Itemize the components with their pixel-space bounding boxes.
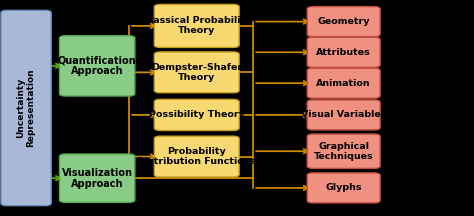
FancyBboxPatch shape — [154, 99, 239, 130]
Text: Animation: Animation — [316, 79, 371, 88]
Text: Glyphs: Glyphs — [325, 183, 362, 192]
Text: Geometry: Geometry — [318, 17, 370, 26]
FancyBboxPatch shape — [307, 134, 380, 168]
Text: Quantification
Approach: Quantification Approach — [58, 55, 137, 76]
FancyBboxPatch shape — [59, 154, 135, 202]
FancyBboxPatch shape — [307, 37, 380, 67]
FancyBboxPatch shape — [307, 6, 380, 37]
FancyBboxPatch shape — [154, 52, 239, 93]
Text: Possibility Theory: Possibility Theory — [149, 110, 245, 119]
Text: Dempster-Shafer
Theory: Dempster-Shafer Theory — [151, 63, 242, 82]
FancyBboxPatch shape — [59, 36, 135, 96]
FancyBboxPatch shape — [307, 100, 380, 130]
Text: Visualization
Approach: Visualization Approach — [62, 168, 133, 189]
FancyBboxPatch shape — [154, 5, 239, 48]
Text: Visual Variables: Visual Variables — [301, 110, 386, 119]
FancyBboxPatch shape — [154, 136, 239, 177]
Text: Uncertainty
Representation: Uncertainty Representation — [17, 69, 36, 147]
Text: Probability
Distribution Functions: Probability Distribution Functions — [137, 147, 256, 166]
Text: Graphical
Techniques: Graphical Techniques — [314, 142, 374, 161]
FancyBboxPatch shape — [1, 10, 51, 206]
Text: Attributes: Attributes — [316, 48, 371, 57]
Text: Classical Probability
Theory: Classical Probability Theory — [143, 16, 251, 35]
FancyBboxPatch shape — [307, 68, 380, 98]
FancyBboxPatch shape — [307, 173, 380, 203]
